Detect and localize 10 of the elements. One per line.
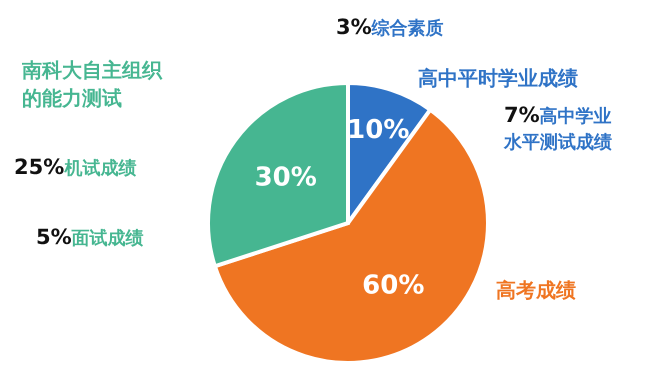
text: 25%机试成绩: [14, 155, 136, 179]
data-label: 30%: [254, 162, 317, 193]
slice-label: 高中平时学业成绩: [418, 65, 579, 92]
text: 3%综合素质: [336, 15, 444, 39]
data-label: 60%: [362, 270, 424, 300]
text: 7%高中学业水平测试成绩: [504, 103, 612, 153]
slice-label: 高考成绩: [496, 277, 577, 304]
text: 5%面试成绩: [36, 225, 144, 249]
data-label: 10%: [347, 114, 410, 145]
slice-label: 南科大自主组织的能力测试: [22, 57, 164, 112]
